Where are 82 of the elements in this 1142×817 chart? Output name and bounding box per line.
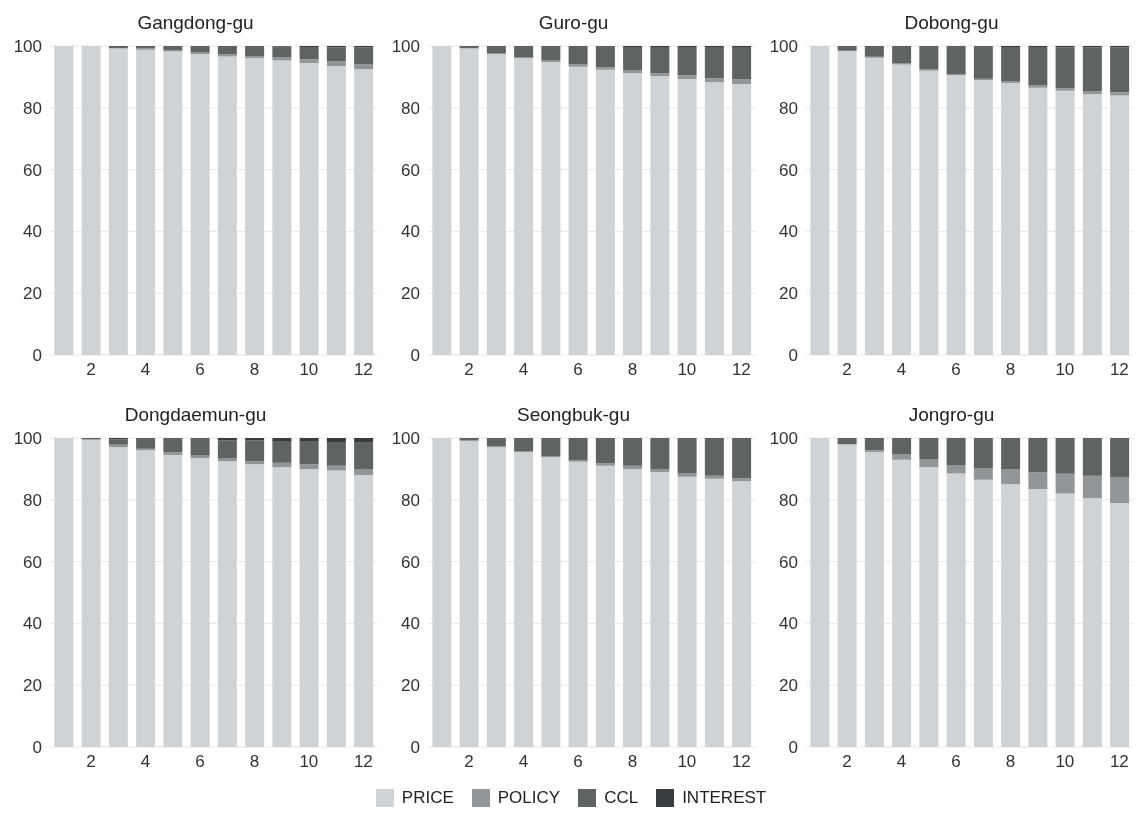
x-tick-label: 4 <box>518 360 529 380</box>
x-tick-label: 8 <box>1005 752 1016 772</box>
y-tick-label: 20 <box>401 676 420 696</box>
x-tick-label: 12 <box>731 752 751 772</box>
x-tick-label: 2 <box>464 360 474 380</box>
x-tick-label: 2 <box>842 752 852 772</box>
x-tick-label: 6 <box>573 752 583 772</box>
legend-label: PRICE <box>401 788 454 808</box>
y-tick-label: 80 <box>401 490 420 510</box>
chart-title: Dobong-gu <box>903 11 1000 35</box>
x-tick-label: 8 <box>627 752 638 772</box>
x-tick-label: 10 <box>299 360 319 380</box>
y-tick-label: 80 <box>779 98 798 118</box>
x-tick-label: 10 <box>677 360 697 380</box>
y-tick-label: 40 <box>779 614 798 634</box>
y-tick-label: 40 <box>23 614 42 634</box>
x-tick-label: 4 <box>518 752 529 772</box>
y-tick-label: 80 <box>779 490 798 510</box>
x-tick-label: 4 <box>140 752 151 772</box>
y-tick-label: 20 <box>23 284 42 304</box>
y-tick-label: 20 <box>779 284 798 304</box>
legend-label: POLICY <box>497 788 561 808</box>
x-tick-label: 12 <box>353 360 373 380</box>
x-tick-label: 4 <box>896 360 907 380</box>
chart-title: Guro-gu <box>537 11 610 35</box>
x-tick-label: 10 <box>299 752 319 772</box>
chart-title: Dongdaemun-gu <box>123 403 268 427</box>
x-tick-label: 6 <box>951 752 961 772</box>
y-tick-label: 60 <box>779 160 798 180</box>
x-tick-label: 2 <box>842 360 852 380</box>
x-tick-label: 12 <box>1109 752 1129 772</box>
y-tick-label: 40 <box>401 614 420 634</box>
y-tick-label: 60 <box>23 552 42 572</box>
x-tick-label: 12 <box>1109 360 1129 380</box>
y-tick-label: 40 <box>401 222 420 242</box>
x-tick-label: 6 <box>195 752 205 772</box>
x-tick-label: 6 <box>951 360 961 380</box>
x-tick-label: 8 <box>1005 360 1016 380</box>
y-tick-label: 0 <box>410 738 420 758</box>
x-tick-label: 12 <box>353 752 373 772</box>
y-tick-label: 0 <box>788 738 798 758</box>
y-tick-label: 40 <box>23 222 42 242</box>
x-tick-label: 6 <box>195 360 205 380</box>
x-tick-label: 10 <box>677 752 697 772</box>
y-tick-label: 100 <box>13 429 42 449</box>
x-tick-label: 8 <box>249 360 260 380</box>
y-tick-label: 60 <box>401 160 420 180</box>
y-tick-label: 100 <box>391 37 420 57</box>
x-tick-label: 4 <box>140 360 151 380</box>
y-tick-label: 60 <box>23 160 42 180</box>
y-tick-label: 0 <box>32 346 42 366</box>
legend-label: CCL <box>604 788 639 808</box>
y-tick-label: 60 <box>779 552 798 572</box>
x-tick-label: 8 <box>627 360 638 380</box>
y-tick-label: 100 <box>13 37 42 57</box>
legend-label: INTEREST <box>682 788 767 808</box>
x-tick-label: 4 <box>896 752 907 772</box>
chart-title: Seongbuk-gu <box>515 403 631 427</box>
chart-title: Gangdong-gu <box>136 11 255 35</box>
y-tick-label: 80 <box>23 98 42 118</box>
y-tick-label: 40 <box>779 222 798 242</box>
x-tick-label: 2 <box>464 752 474 772</box>
y-tick-label: 20 <box>401 284 420 304</box>
x-tick-label: 10 <box>1055 752 1075 772</box>
y-tick-label: 0 <box>410 346 420 366</box>
chart-title: Jongro-gu <box>907 403 996 427</box>
x-tick-label: 2 <box>86 360 96 380</box>
y-tick-label: 20 <box>779 676 798 696</box>
y-tick-label: 80 <box>23 490 42 510</box>
x-tick-label: 8 <box>249 752 260 772</box>
y-tick-label: 100 <box>769 37 798 57</box>
y-tick-label: 100 <box>769 429 798 449</box>
y-tick-label: 20 <box>23 676 42 696</box>
y-tick-label: 0 <box>788 346 798 366</box>
x-tick-label: 6 <box>573 360 583 380</box>
x-tick-label: 12 <box>731 360 751 380</box>
y-tick-label: 0 <box>32 738 42 758</box>
y-tick-label: 80 <box>401 98 420 118</box>
y-tick-label: 60 <box>401 552 420 572</box>
y-tick-label: 100 <box>391 429 420 449</box>
x-tick-label: 10 <box>1055 360 1075 380</box>
x-tick-label: 2 <box>86 752 96 772</box>
